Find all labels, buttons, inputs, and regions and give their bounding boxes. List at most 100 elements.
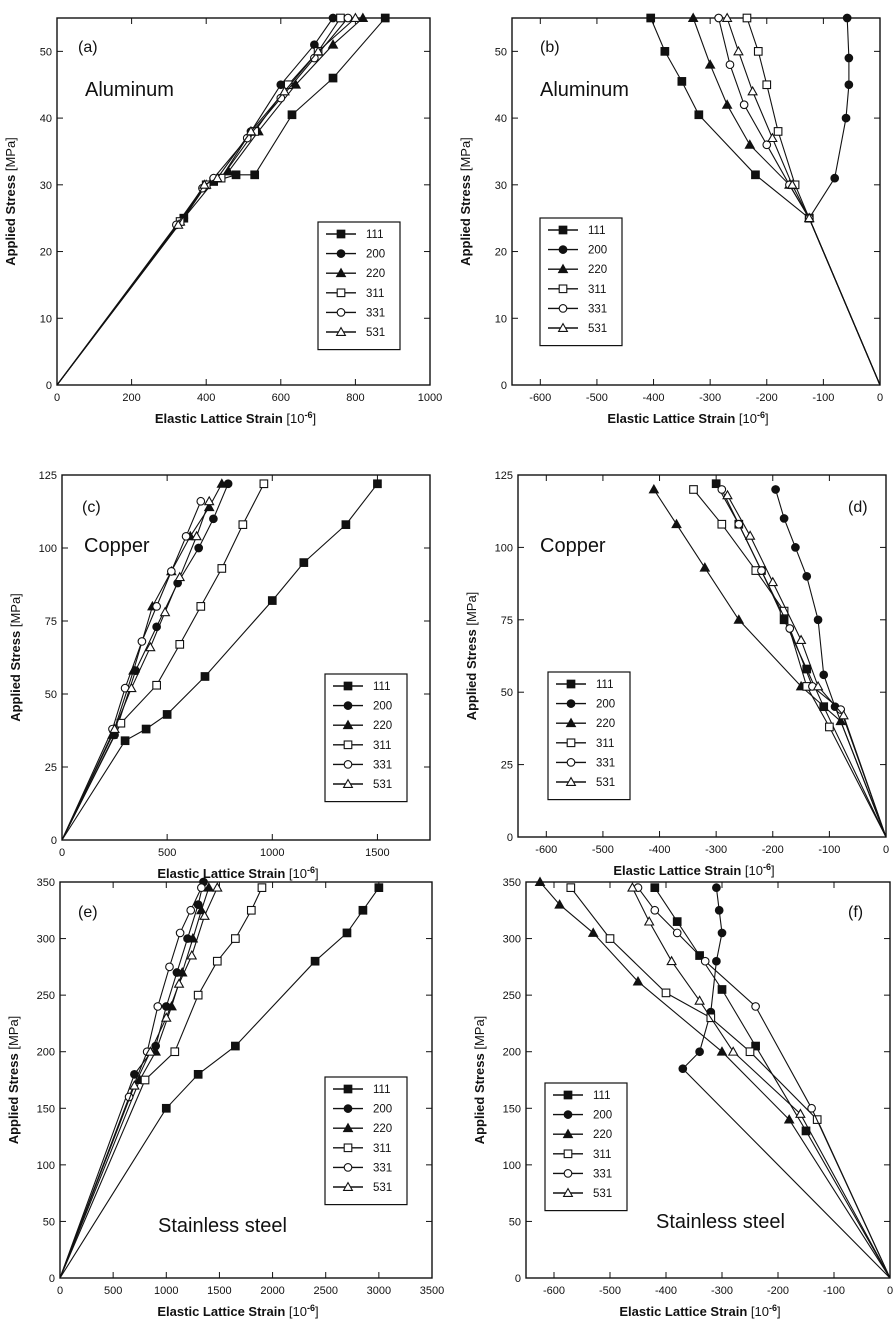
x-axis-unit-exp: -6 <box>307 1303 315 1313</box>
x-tick-label: -400 <box>649 844 671 856</box>
x-tick-label: -400 <box>643 392 665 404</box>
x-tick-label: 1000 <box>260 847 284 859</box>
marker-0-legend-4 <box>336 308 346 317</box>
marker-4-legend-3 <box>343 1143 353 1153</box>
panel-3: 0 500 1000 1500 0 25 50 75 100 125 Elastic Lattice… <box>8 470 431 881</box>
legend-label: 531 <box>373 779 392 791</box>
marker-5-1-7 <box>712 883 721 893</box>
x-tick-label: 1000 <box>154 1285 178 1297</box>
series-311 <box>59 883 267 1279</box>
marker-5-4-2 <box>751 1002 760 1011</box>
x-tick-label: 500 <box>158 847 176 859</box>
marker-5-3-6 <box>566 883 576 893</box>
marker-0-0-4 <box>250 170 260 180</box>
y-tick-label: 0 <box>507 832 513 844</box>
marker-5-2-2 <box>716 1046 728 1056</box>
marker-5-4-5 <box>650 905 660 915</box>
marker-1-1-3 <box>841 113 851 123</box>
marker-4-0-3 <box>231 1041 240 1051</box>
marker-4-5-4 <box>173 978 185 988</box>
marker-4-5-3 <box>160 1012 172 1022</box>
marker-2-0-1 <box>120 736 130 746</box>
marker-2-3-2 <box>152 680 161 690</box>
marker-1-0-2 <box>751 170 760 180</box>
x-tick-label: -200 <box>767 1285 789 1297</box>
y-tick-label: 25 <box>501 760 513 772</box>
legend-label: 220 <box>596 718 615 730</box>
y-tick-label: 20 <box>40 247 52 259</box>
x-axis-unit-exp: -6 <box>307 865 315 875</box>
marker-3-3-6 <box>689 485 698 494</box>
series-311 <box>56 13 345 386</box>
x-tick-label: 1500 <box>207 1285 231 1297</box>
legend-box <box>547 671 631 801</box>
marker-4-5-7 <box>211 882 223 892</box>
x-tick-label: -400 <box>655 1285 677 1297</box>
marker-1-0-3 <box>694 110 704 120</box>
marker-4-legend-0 <box>343 1084 353 1094</box>
marker-4-5-1 <box>129 1080 140 1090</box>
panel-letter: (f) <box>848 904 863 921</box>
series-line-311 <box>746 17 881 386</box>
series-line-220 <box>56 17 364 386</box>
series-200 <box>804 13 881 386</box>
marker-4-5-5 <box>186 950 198 960</box>
legend-label: 220 <box>373 720 392 732</box>
x-tick-label: -100 <box>812 392 834 404</box>
marker-4-4-7 <box>197 883 206 893</box>
x-tick-label: 0 <box>883 844 889 856</box>
y-tick-label: 100 <box>37 1160 55 1172</box>
marker-5-5-5 <box>643 916 655 926</box>
marker-1-3-3 <box>773 127 783 136</box>
x-axis-label: Elastic Lattice Strain [10-6] <box>157 1303 318 1319</box>
marker-1-1-2 <box>830 173 840 183</box>
material-label: Copper <box>540 535 606 557</box>
marker-4-2-6 <box>196 904 207 915</box>
marker-2-0-2 <box>141 724 151 734</box>
x-tick-label: 0 <box>887 1285 893 1297</box>
marker-0-0-6 <box>328 73 338 83</box>
legend: 111 200 220 311 331 531 <box>547 671 631 801</box>
legend-box <box>324 1076 408 1206</box>
marker-2-4-7 <box>196 496 206 506</box>
marker-5-5-1 <box>795 1108 806 1118</box>
legend-label: 331 <box>593 1168 612 1180</box>
marker-4-0-6 <box>358 905 368 915</box>
x-tick-label: -300 <box>705 844 727 856</box>
marker-2-0-5 <box>267 596 277 605</box>
series-line-200 <box>808 17 881 386</box>
material-label: Copper <box>84 535 150 557</box>
y-tick-label: 250 <box>503 990 521 1002</box>
marker-5-0-3 <box>717 985 727 994</box>
material-label: Aluminum <box>540 79 629 101</box>
marker-2-5-1 <box>109 723 120 733</box>
y-tick-label: 50 <box>45 689 57 701</box>
x-axis-unit: [10 <box>289 866 307 881</box>
x-axis-unit-close: ] <box>315 1304 319 1319</box>
marker-0-legend-5 <box>335 326 347 336</box>
x-axis-label: Elastic Lattice Strain [10-6] <box>607 410 768 426</box>
material-label: Stainless steel <box>656 1211 785 1233</box>
series-line-531 <box>59 887 218 1279</box>
x-tick-label: -600 <box>529 392 551 404</box>
x-axis-unit: [10 <box>286 411 304 426</box>
marker-3-3-1 <box>825 722 834 732</box>
material-label: Stainless steel <box>158 1215 287 1237</box>
marker-2-5-6 <box>191 530 202 541</box>
marker-5-5-6 <box>627 882 638 892</box>
marker-4-0-4 <box>310 956 320 966</box>
marker-1-5-4 <box>747 85 758 96</box>
marker-2-4-5 <box>166 567 176 576</box>
marker-1-legend-4 <box>558 304 568 313</box>
y-tick-label: 150 <box>503 1103 521 1115</box>
panel-1: 0 200 400 600 800 1000 0 10 20 30 40 50 Elastic Latt… <box>3 12 442 426</box>
series-line-111 <box>715 483 887 838</box>
marker-2-0-3 <box>162 710 172 719</box>
panel-5: 0 500 1000 1500 2000 2500 3000 3500 0 50 100 150 200… <box>6 877 444 1319</box>
series-220 <box>534 876 891 1279</box>
y-axis-unit: [MPa] <box>464 592 479 626</box>
marker-1-5-6 <box>721 12 733 22</box>
marker-1-5-5 <box>733 45 744 56</box>
marker-2-2-7 <box>216 478 228 488</box>
marker-1-3-6 <box>742 13 752 23</box>
